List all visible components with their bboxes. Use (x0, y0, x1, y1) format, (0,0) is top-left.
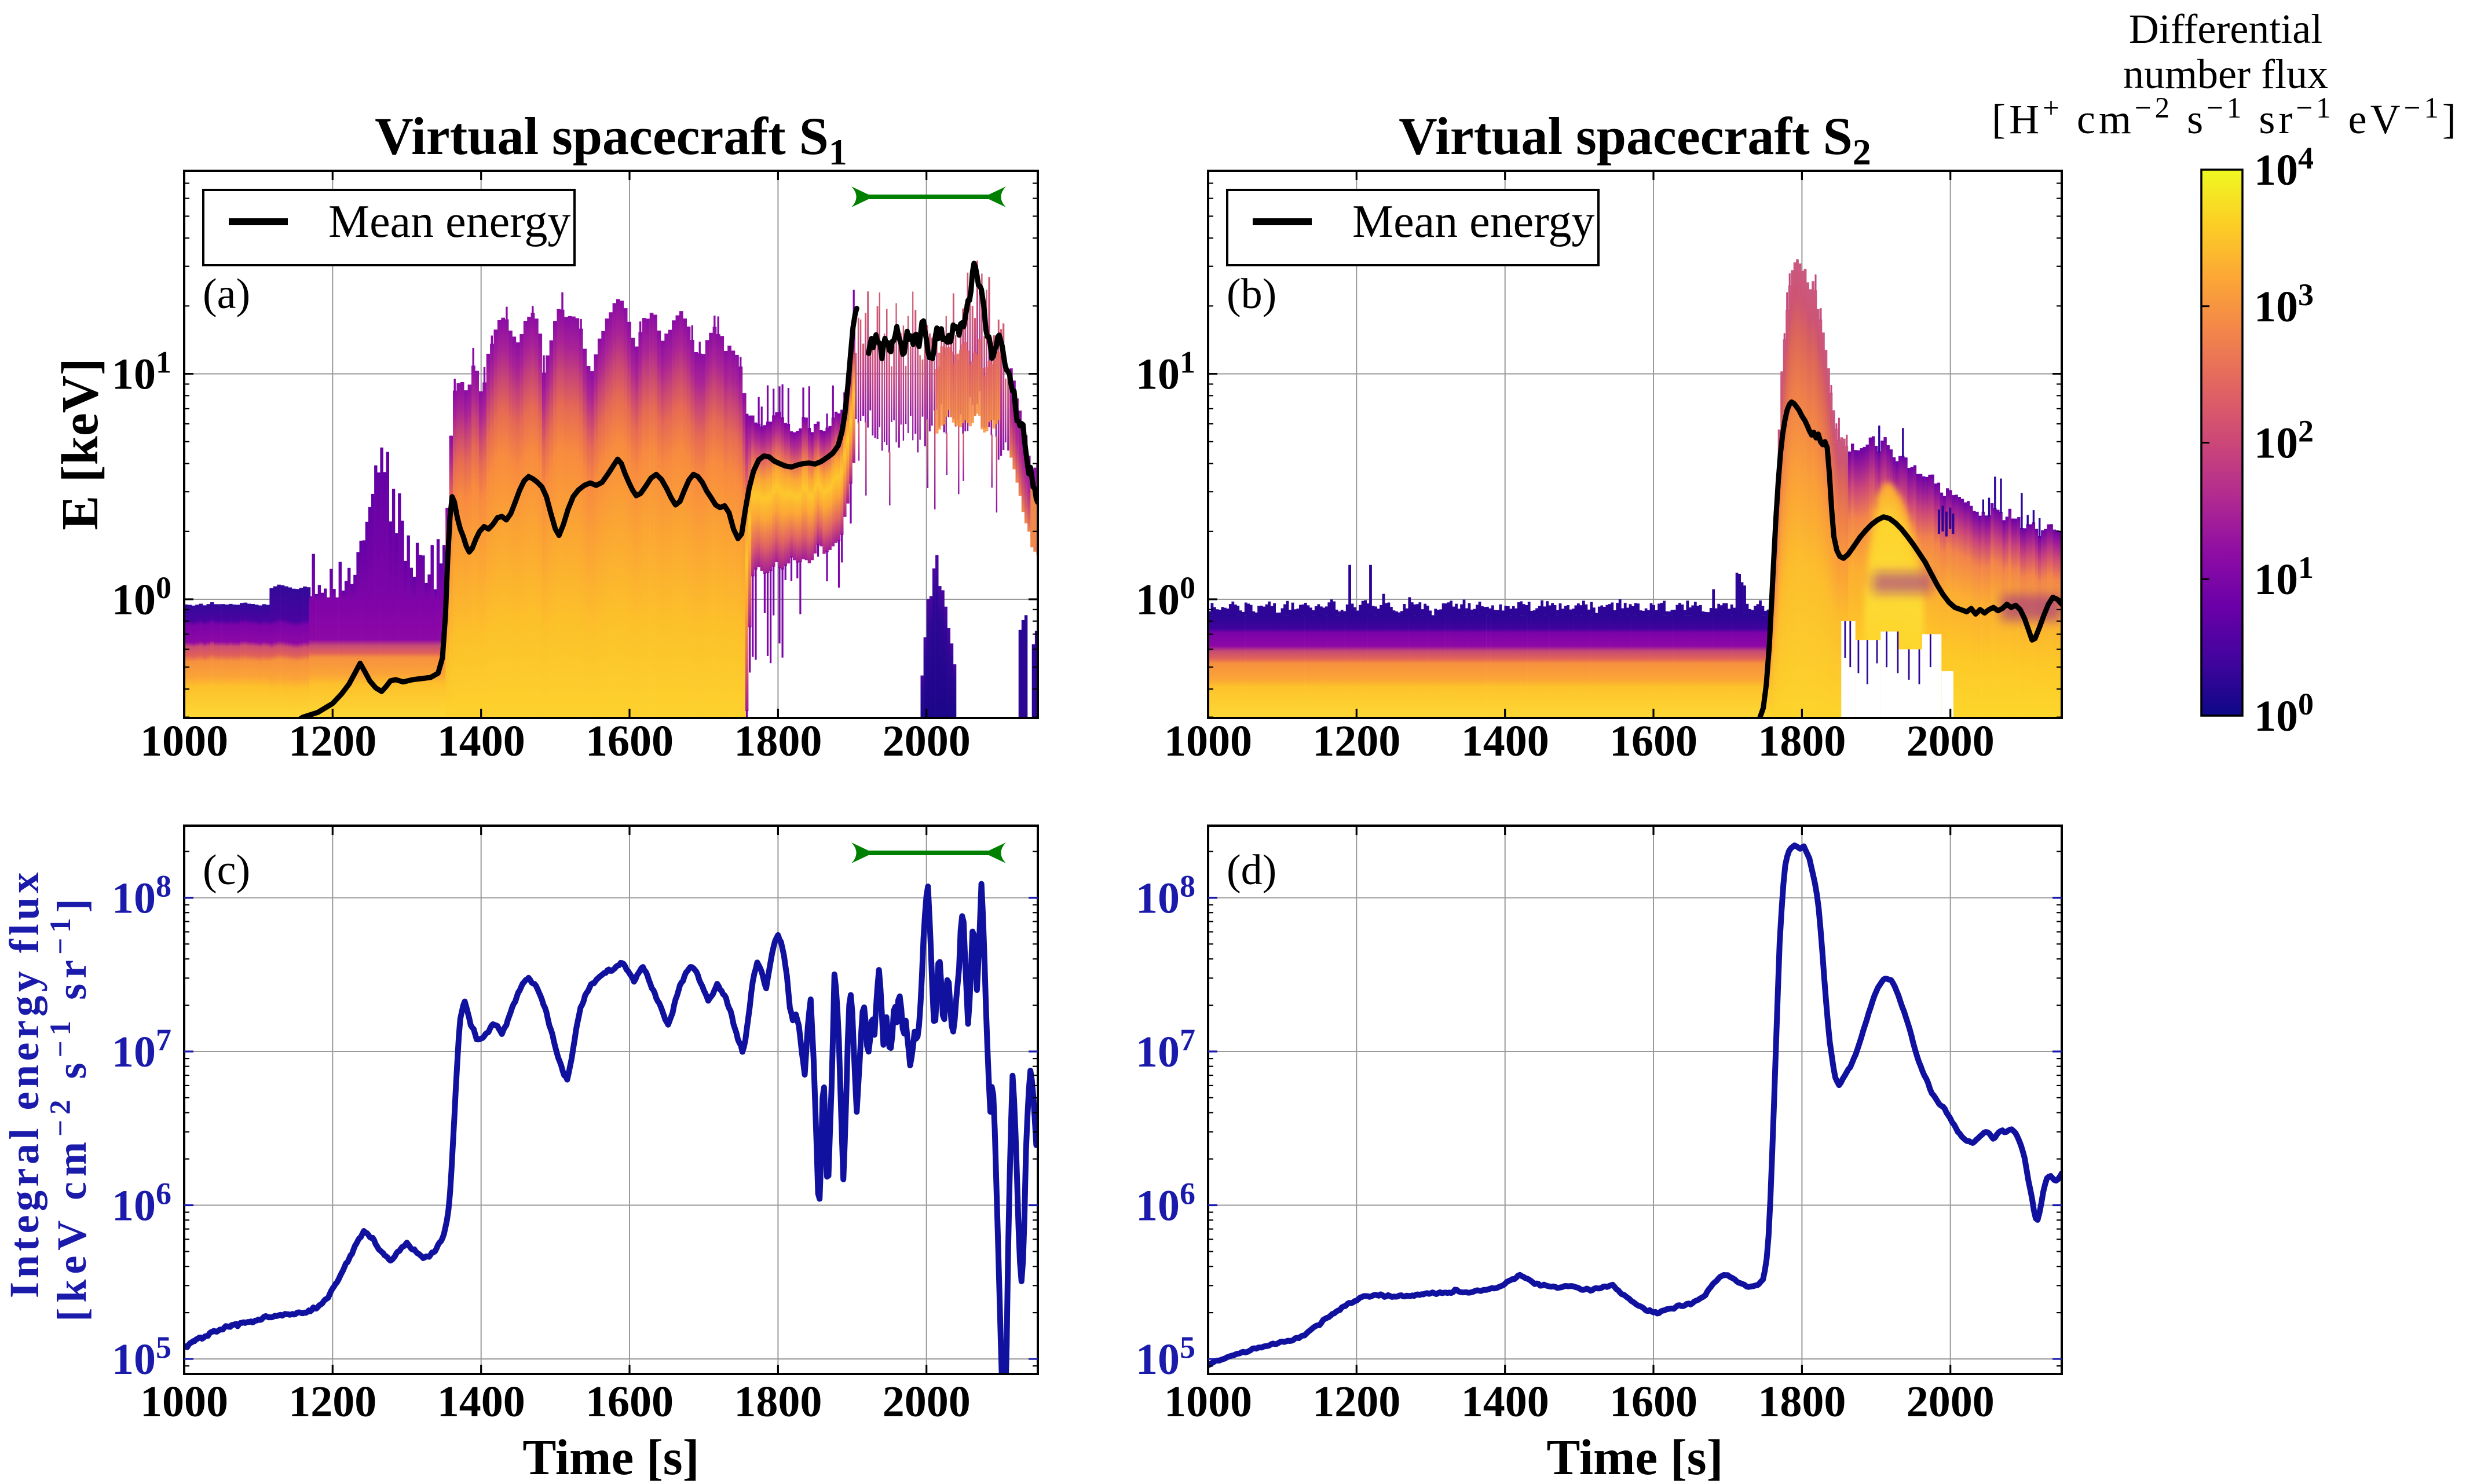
svg-text:108: 108 (1136, 869, 1195, 923)
svg-text:1400: 1400 (1461, 717, 1549, 765)
svg-text:1200: 1200 (1312, 1377, 1400, 1426)
svg-text:2000: 2000 (1907, 717, 1995, 765)
svg-text:1800: 1800 (1758, 717, 1846, 765)
svg-text:107: 107 (1136, 1023, 1195, 1076)
svg-text:1600: 1600 (1609, 1377, 1697, 1426)
svg-text:104: 104 (2254, 141, 2314, 195)
svg-text:Time [s]: Time [s] (522, 1429, 699, 1484)
svg-text:Differential: Differential (2129, 6, 2323, 52)
svg-text:1200: 1200 (288, 1377, 376, 1426)
svg-text:2000: 2000 (883, 1377, 971, 1426)
svg-text:106: 106 (1136, 1177, 1195, 1230)
svg-text:[keV cm−2 s−1 sr−1]: [keV cm−2 s−1 sr−1] (45, 893, 95, 1321)
svg-text:105: 105 (112, 1330, 171, 1384)
svg-text:(a): (a) (203, 270, 250, 318)
svg-text:Mean energy: Mean energy (1352, 196, 1594, 247)
svg-text:1600: 1600 (586, 717, 674, 765)
svg-text:108: 108 (112, 869, 171, 923)
svg-text:101: 101 (112, 345, 171, 399)
svg-text:107: 107 (112, 1023, 171, 1076)
svg-text:1800: 1800 (734, 1377, 822, 1426)
svg-text:100: 100 (112, 570, 171, 624)
svg-text:(b): (b) (1227, 270, 1276, 318)
svg-text:2000: 2000 (883, 717, 971, 765)
svg-text:1400: 1400 (437, 717, 525, 765)
svg-text:1600: 1600 (1609, 717, 1697, 765)
svg-text:E [keV]: E [keV] (52, 358, 109, 530)
svg-text:100: 100 (2254, 687, 2314, 741)
svg-text:(d): (d) (1227, 847, 1276, 894)
svg-text:106: 106 (112, 1177, 171, 1230)
svg-text:1800: 1800 (734, 717, 822, 765)
svg-text:Time [s]: Time [s] (1546, 1429, 1723, 1484)
svg-text:[H+ cm−2 s−1 sr−1 eV−1]: [H+ cm−2 s−1 sr−1 eV−1] (1992, 92, 2460, 142)
svg-text:1000: 1000 (1164, 717, 1252, 765)
svg-text:1200: 1200 (1312, 717, 1400, 765)
svg-text:101: 101 (2254, 550, 2314, 604)
svg-text:number flux: number flux (2123, 51, 2328, 97)
svg-text:1200: 1200 (288, 717, 376, 765)
svg-text:102: 102 (2254, 414, 2314, 468)
svg-text:Integral energy flux: Integral energy flux (1, 869, 47, 1298)
svg-text:103: 103 (2254, 277, 2314, 331)
svg-text:1000: 1000 (140, 1377, 228, 1426)
svg-text:100: 100 (1136, 570, 1195, 624)
svg-text:1000: 1000 (1164, 1377, 1252, 1426)
svg-text:101: 101 (1136, 345, 1195, 399)
svg-text:1000: 1000 (140, 717, 228, 765)
svg-text:1400: 1400 (1461, 1377, 1549, 1426)
svg-text:Virtual spacecraft S2: Virtual spacecraft S2 (1399, 107, 1871, 173)
svg-text:(c): (c) (203, 847, 250, 894)
svg-text:2000: 2000 (1907, 1377, 1995, 1426)
svg-text:1600: 1600 (586, 1377, 674, 1426)
svg-text:1800: 1800 (1758, 1377, 1846, 1426)
svg-text:Mean energy: Mean energy (328, 196, 570, 247)
svg-text:1400: 1400 (437, 1377, 525, 1426)
svg-text:Virtual spacecraft S1: Virtual spacecraft S1 (375, 107, 847, 173)
svg-text:105: 105 (1136, 1330, 1195, 1384)
